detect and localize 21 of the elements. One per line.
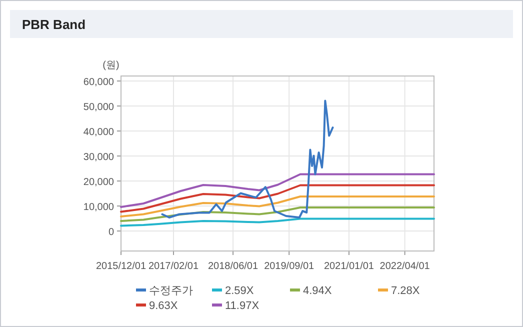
y-tick-label: 0 — [108, 227, 114, 238]
x-tick-label: 2015/12/01 — [96, 261, 146, 272]
x-tick-label: 2021/01/01 — [324, 261, 374, 272]
y-tick-label: 40,000 — [83, 127, 114, 138]
legend-label: 수정주가 — [149, 285, 193, 297]
chart-title: PBR Band — [22, 17, 86, 32]
x-tick-label: 2022/04/01 — [380, 261, 430, 272]
y-tick-label: 20,000 — [83, 177, 114, 188]
x-tick-label: 2019/09/01 — [264, 261, 315, 272]
y-tick-label: 30,000 — [83, 152, 114, 163]
y-tick-label: 60,000 — [83, 77, 114, 88]
legend-label: 2.59X — [225, 285, 254, 297]
x-tick-label: 2018/06/01 — [208, 261, 258, 272]
legend-label: 9.63X — [149, 300, 178, 312]
y-tick-label: 10,000 — [83, 202, 114, 213]
x-tick-label: 2017/02/01 — [148, 261, 199, 272]
y-axis-title: (원) — [102, 60, 120, 71]
y-tick-label: 50,000 — [83, 102, 114, 113]
legend-label: 4.94X — [303, 285, 332, 297]
legend-label: 7.28X — [391, 285, 420, 297]
legend-label: 11.97X — [225, 300, 260, 312]
